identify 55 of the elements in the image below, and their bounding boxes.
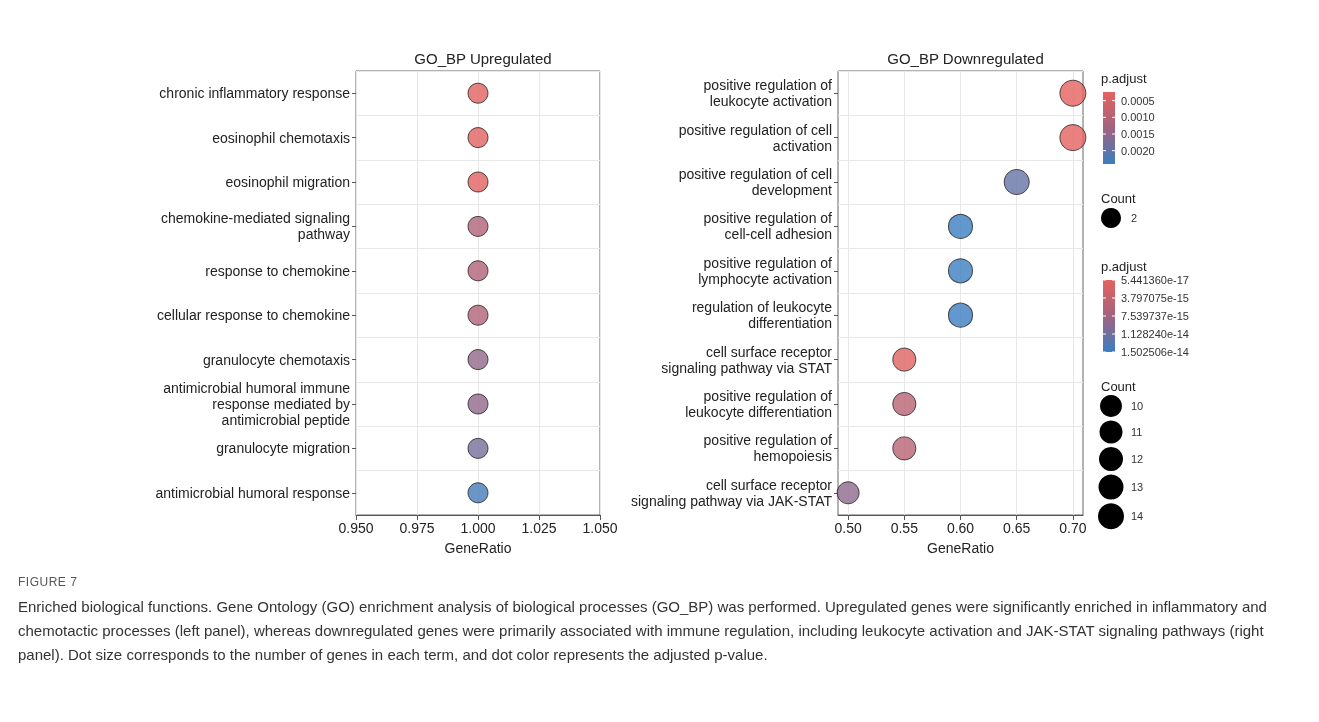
x-tick-label: 0.975	[399, 520, 435, 536]
x-axis-title: GeneRatio	[927, 540, 995, 556]
x-tick-label: 1.050	[582, 520, 618, 536]
x-tick-label: 1.000	[460, 520, 496, 536]
y-tick-label: response to chemokine	[205, 262, 351, 279]
y-tick-label: cellular response to chemokine	[157, 307, 351, 324]
x-tick-label: 0.65	[1003, 520, 1031, 536]
y-tick-label: eosinophil migration	[225, 174, 350, 190]
y-tick-label: chronic inflammatory response	[159, 85, 351, 102]
text: Enriched biological functions. Gene Ontology (GO) enrichment analysis of biological processes (GO_BP) was performed. Upregulated genes were significantly enriched in inflammatory and chemotactic processes (left panel), whereas downregulated genes were primarily associated with immune regulation, including leukocyte activation and JAK-STAT signaling pathways (right panel). Dot size corresponds to the number of genes in each term, and dot color represents the adjusted p-value.	[18, 597, 1268, 665]
chart-title: GO_BP Downregulated	[887, 50, 1044, 67]
color-bar-label: 0.0005	[1121, 94, 1155, 107]
color-bar-label: 0.0020	[1121, 144, 1155, 157]
chart-title: GO_BP Upregulated	[414, 50, 552, 67]
y-tick-label: regulation of leukocyte differentiation	[691, 299, 833, 332]
y-tick-label: positive regulation of leukocyte activation	[703, 77, 833, 110]
color-bar-label: 0.0010	[1121, 111, 1155, 124]
y-tick-label: positive regulation of hemopoiesis	[703, 432, 833, 465]
x-axis-title: GeneRatio	[444, 540, 512, 556]
legend-label: 14	[1131, 510, 1144, 523]
color-bar-title: p.adjust	[1101, 71, 1147, 86]
color-bar-label: 1.502506e-14	[1121, 346, 1189, 358]
y-tick-label: positive regulation of lymphocyte activation	[698, 254, 833, 287]
y-tick-label: granulocyte migration	[216, 440, 350, 457]
x-tick-label: 0.950	[338, 520, 374, 536]
y-tick-label: cell surface receptor signaling pathway via JAK-STAT	[630, 476, 833, 509]
color-bar-label: 7.539737e-15	[1121, 310, 1189, 322]
y-tick-label: eosinophil chemotaxis	[212, 129, 350, 146]
y-tick-label: granulocyte chemotaxis	[202, 351, 350, 368]
y-tick-label: cell surface receptor signaling pathway via STAT	[661, 343, 833, 376]
x-tick-label: 0.55	[890, 520, 919, 536]
y-tick-label: positive regulation of cell development	[678, 166, 833, 198]
color-bar-label: 0.0015	[1121, 128, 1155, 140]
legend-label: 11	[1131, 425, 1143, 438]
legend-label: 13	[1131, 481, 1144, 494]
y-tick-label: antimicrobial humoral immune response mediated by antimicrobial peptide	[163, 380, 351, 428]
y-tick-label: positive regulation of leukocyte differentiation	[685, 388, 833, 420]
y-tick-label: chemokine-mediated signaling pathway	[160, 210, 350, 243]
x-tick-label: 0.60	[946, 520, 975, 536]
x-tick-label: 1.025	[521, 520, 557, 536]
legend-label: 12	[1131, 453, 1144, 466]
color-bar-title: p.adjust	[1101, 259, 1147, 274]
color-bar-label: 5.441360e-17	[1121, 274, 1189, 286]
x-tick-label: 0.50	[834, 520, 862, 536]
y-tick-label: antimicrobial humoral response	[155, 484, 351, 501]
color-bar-label: 3.797075e-15	[1121, 292, 1189, 304]
legend-title: Count	[1101, 379, 1137, 394]
y-tick-label: positive regulation of cell-cell adhesion	[703, 210, 833, 243]
x-tick-label: 0.70	[1059, 520, 1087, 536]
legend-label: 2	[1131, 212, 1138, 224]
color-bar-label: 1.128240e-14	[1121, 328, 1189, 340]
caption: FIGURE 7	[18, 575, 79, 589]
legend-label: 10	[1131, 400, 1144, 412]
y-tick-label: positive regulation of cell activation	[678, 121, 832, 154]
legend-title: Count	[1101, 191, 1137, 206]
